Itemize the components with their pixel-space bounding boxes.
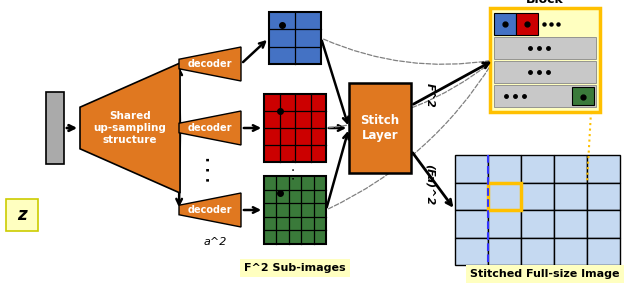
Bar [587, 183, 620, 210]
Polygon shape [80, 63, 180, 193]
Text: Block: Block [526, 0, 564, 6]
Bar [488, 183, 521, 210]
Text: a^2: a^2 [203, 237, 227, 247]
Bar [494, 85, 596, 107]
Bar [587, 238, 620, 265]
Bar [554, 210, 587, 238]
Text: Stitch
Layer: Stitch Layer [360, 114, 399, 142]
Bar [572, 87, 594, 105]
Bar [494, 61, 596, 83]
Bar [488, 210, 521, 238]
Polygon shape [179, 193, 241, 227]
Bar [488, 155, 521, 183]
FancyBboxPatch shape [490, 8, 600, 112]
Bar [264, 94, 326, 162]
Bar [46, 92, 64, 164]
Bar [521, 183, 554, 210]
Bar [488, 183, 521, 210]
Text: F^2 Sub-images: F^2 Sub-images [244, 263, 346, 273]
FancyBboxPatch shape [349, 83, 411, 173]
Bar [494, 37, 596, 59]
Bar [521, 155, 554, 183]
Bar [455, 238, 488, 265]
Bar [521, 238, 554, 265]
Text: (Fa)^2: (Fa)^2 [425, 164, 435, 206]
Text: Stitched Full-size Image: Stitched Full-size Image [470, 269, 620, 279]
Bar [488, 238, 521, 265]
Bar [455, 210, 488, 238]
Text: · · ·: · · · [288, 158, 302, 180]
Polygon shape [179, 47, 241, 81]
FancyBboxPatch shape [6, 199, 38, 231]
Text: · · ·: · · · [203, 156, 217, 182]
Bar [554, 183, 587, 210]
Bar [516, 13, 538, 35]
Text: decoder: decoder [188, 205, 232, 215]
Bar [455, 155, 488, 183]
Bar [554, 155, 587, 183]
Bar [587, 155, 620, 183]
Bar [521, 210, 554, 238]
Bar [455, 183, 488, 210]
Text: decoder: decoder [188, 59, 232, 69]
Text: decoder: decoder [188, 123, 232, 133]
Bar [494, 13, 516, 35]
Bar [264, 176, 326, 244]
Polygon shape [179, 111, 241, 145]
Text: z: z [17, 206, 27, 224]
Text: F^2: F^2 [425, 83, 435, 107]
Bar [269, 12, 321, 64]
Text: Shared
up-sampling
structure: Shared up-sampling structure [94, 111, 166, 145]
Bar [587, 210, 620, 238]
Bar [554, 238, 587, 265]
